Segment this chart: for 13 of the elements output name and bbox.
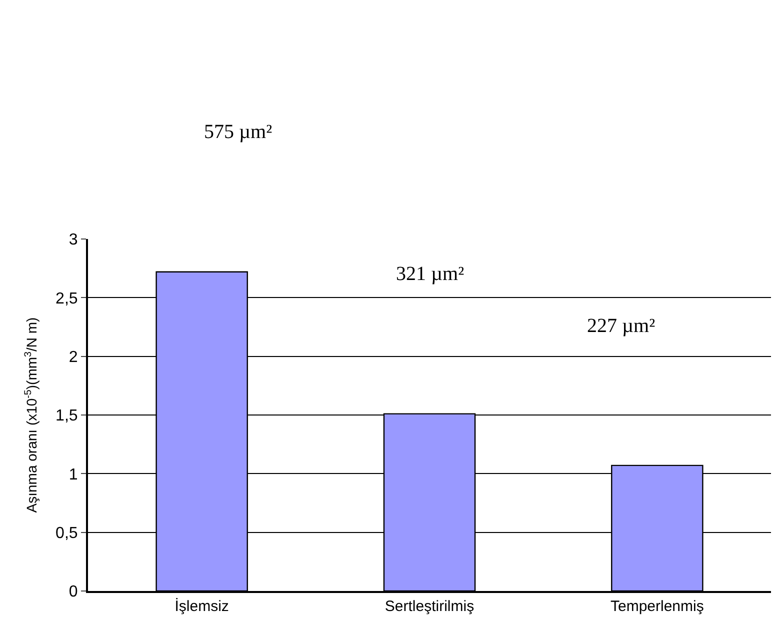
y-tick-label: 2,5: [56, 290, 78, 308]
x-tick-label: Sertleştirilmiş: [384, 598, 474, 615]
x-tick-label: İşlemsiz: [174, 597, 229, 615]
y-tick-label: 1,5: [56, 408, 78, 425]
y-tick-label: 2: [68, 348, 78, 366]
annotation: 321 µm²: [396, 263, 464, 285]
y-tick-label: 0,5: [56, 524, 78, 542]
y-tick-label: 1: [68, 466, 78, 484]
x-tick-label: Temperlenmiş: [610, 598, 704, 615]
annotation: 227 µm²: [587, 315, 656, 337]
y-tick-label: 3: [68, 232, 78, 249]
text: 575 µm²: [204, 121, 272, 143]
y-tick-label: 0: [68, 584, 78, 601]
